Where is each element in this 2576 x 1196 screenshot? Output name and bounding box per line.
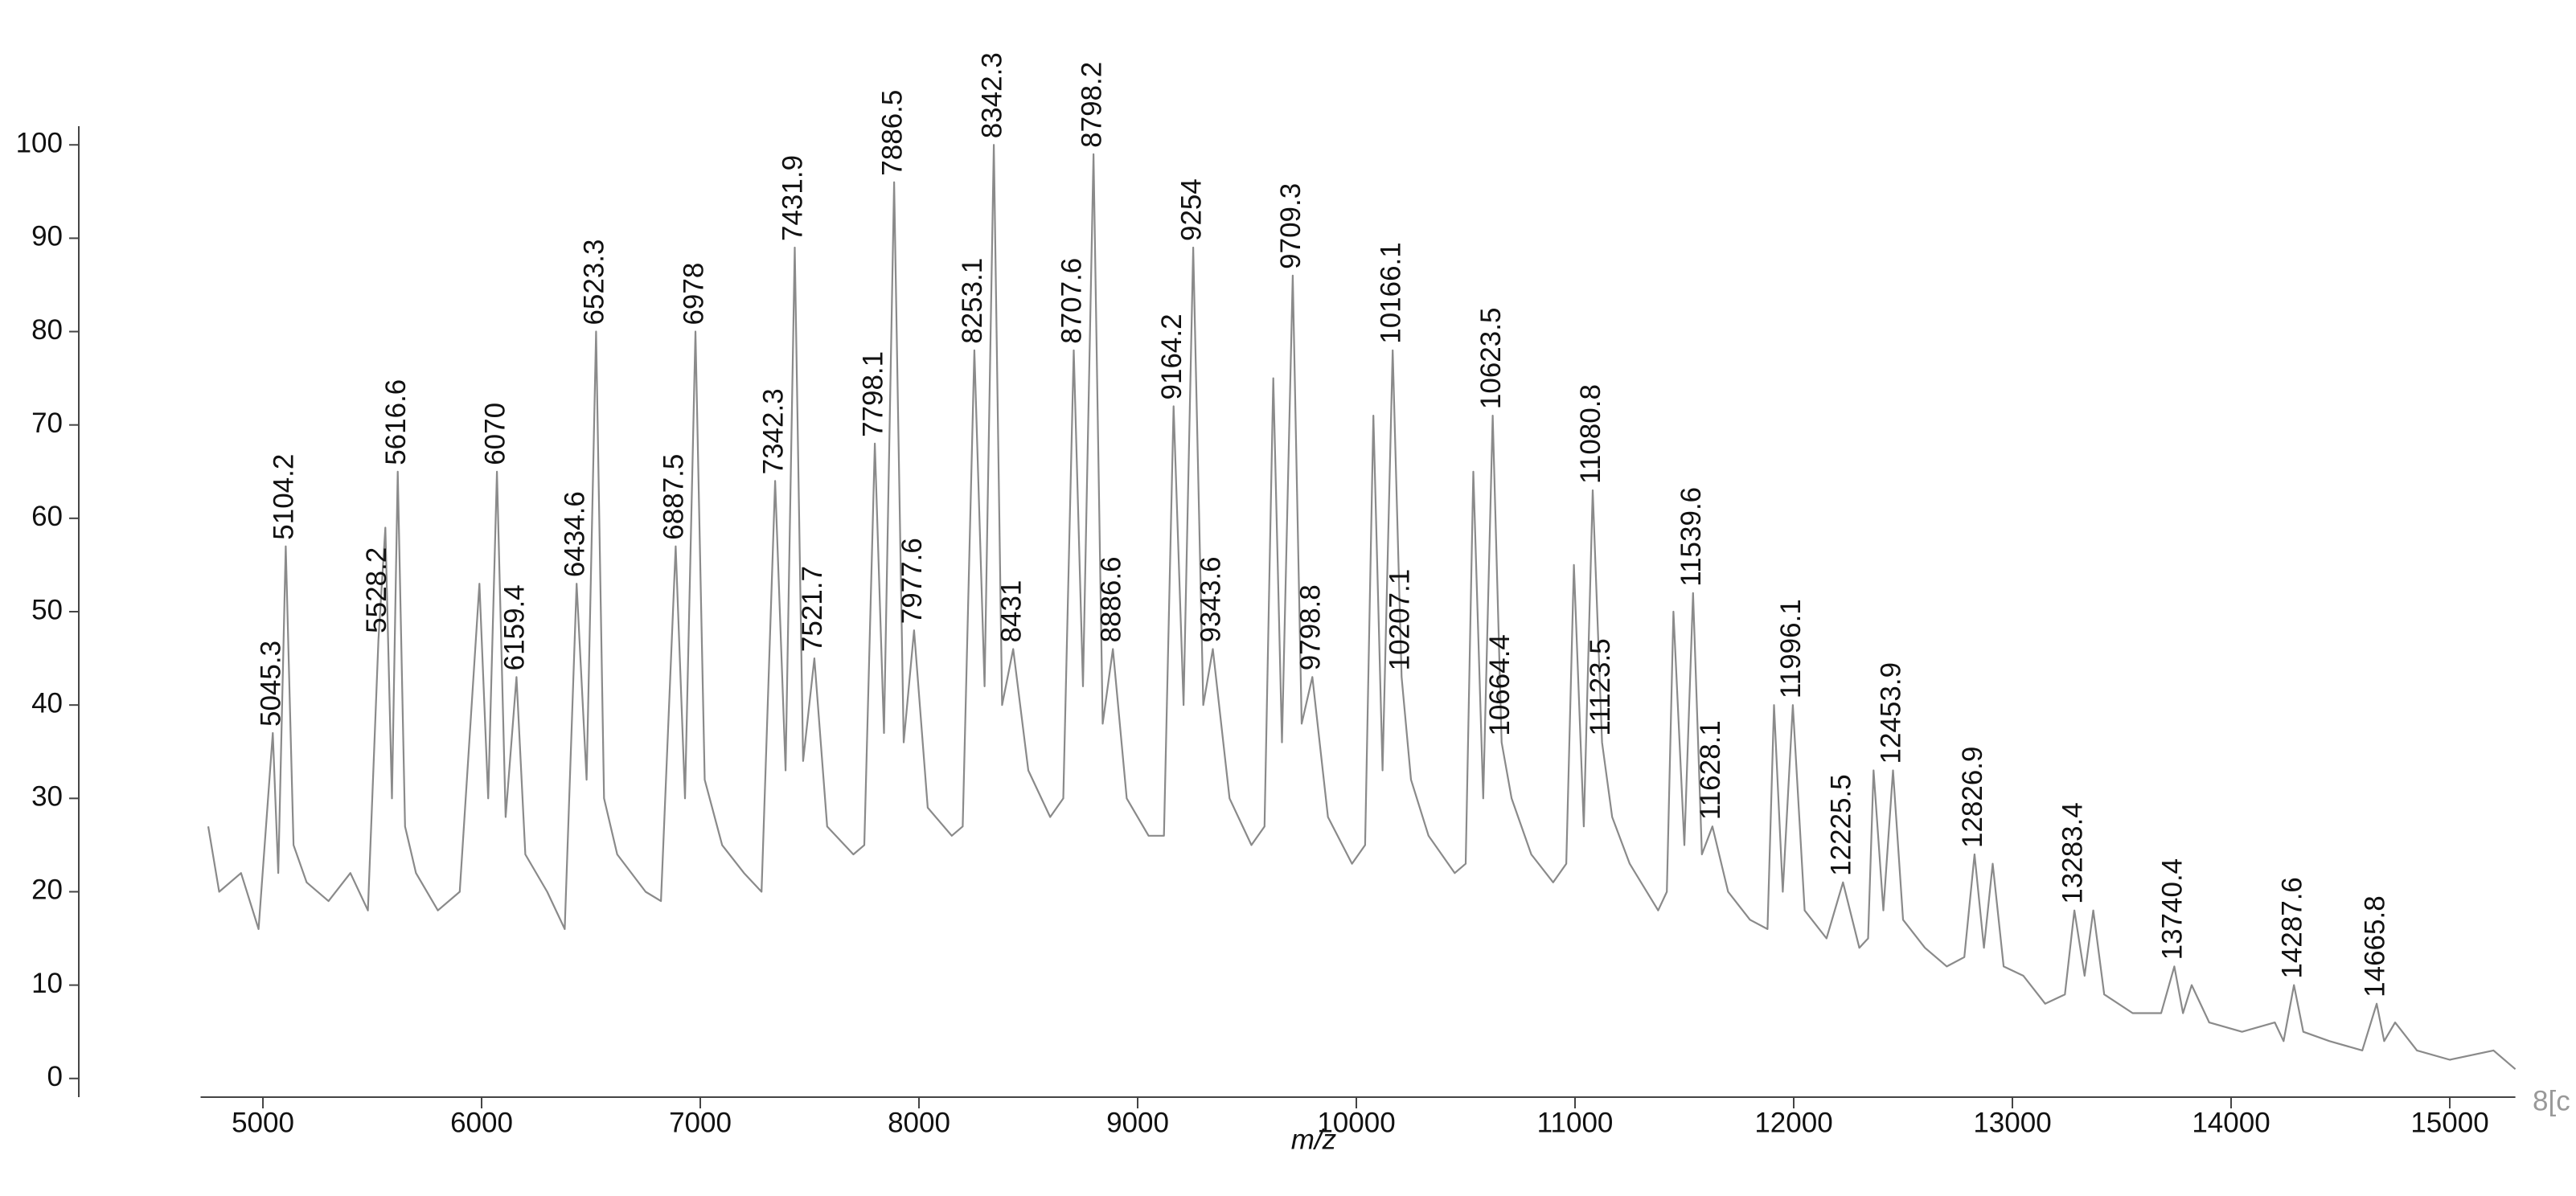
peak-label: 6070 <box>479 403 511 465</box>
peak-label: 5104.2 <box>269 454 300 540</box>
peak-label: 8798.2 <box>1076 62 1107 148</box>
x-tick-label: 15000 <box>2410 1107 2488 1138</box>
peak-label: 14665.8 <box>2359 895 2390 997</box>
peak-label: 11539.6 <box>1676 487 1707 587</box>
peak-label: 10166.1 <box>1375 242 1406 344</box>
peak-label: 6434.6 <box>559 491 590 577</box>
y-tick-label: 10 <box>31 968 63 999</box>
x-tick-label: 5000 <box>232 1107 294 1138</box>
y-tick-label: 70 <box>31 408 63 439</box>
peak-label: 5528.2 <box>361 547 392 633</box>
peak-label: 11123.5 <box>1585 638 1616 735</box>
peak-label: 9709.3 <box>1275 183 1306 269</box>
peak-label: 8342.3 <box>976 52 1007 138</box>
x-tick-label: 6000 <box>450 1107 513 1138</box>
peak-label: 6978 <box>678 263 709 326</box>
peak-label: 10623.5 <box>1475 308 1507 410</box>
y-tick-label: 30 <box>31 781 63 813</box>
peak-label: 7977.6 <box>896 538 928 624</box>
peak-label: 9254 <box>1175 178 1207 241</box>
peak-label: 13283.4 <box>2057 802 2088 904</box>
peak-label: 6159.4 <box>499 584 531 670</box>
peak-label: 14287.6 <box>2276 877 2307 979</box>
peak-label: 11996.1 <box>1775 599 1807 698</box>
y-tick-label: 50 <box>31 594 63 625</box>
peak-label: 6523.3 <box>579 239 610 325</box>
y-tick-label: 100 <box>16 127 63 158</box>
peak-label: 9798.8 <box>1295 584 1327 670</box>
peak-label: 12225.5 <box>1826 774 1857 876</box>
y-tick-label: 80 <box>31 314 63 346</box>
peak-label: 10207.1 <box>1384 569 1416 671</box>
x-tick-label: 9000 <box>1106 1107 1169 1138</box>
x-tick-label: 14000 <box>2192 1107 2270 1138</box>
y-tick-label: 90 <box>31 221 63 252</box>
peak-label: 12453.9 <box>1876 662 1907 764</box>
peak-label: 8431 <box>995 580 1027 643</box>
y-tick-label: 0 <box>47 1061 63 1092</box>
peak-label: 7521.7 <box>797 566 828 652</box>
peak-label: 9343.6 <box>1196 556 1227 642</box>
peak-label: 13740.4 <box>2157 858 2188 960</box>
x-tick-label: 13000 <box>1973 1107 2051 1138</box>
x-tick-label: 7000 <box>669 1107 732 1138</box>
peak-label: 7798.1 <box>857 351 888 437</box>
peak-label: 7886.5 <box>876 90 908 176</box>
y-tick-label: 60 <box>31 501 63 532</box>
y-tick-label: 20 <box>31 874 63 906</box>
x-tick-label: 10000 <box>1317 1107 1395 1138</box>
peak-label: 5045.3 <box>256 641 287 727</box>
spectrum-trace <box>207 144 2517 1071</box>
peak-label: 11628.1 <box>1695 720 1726 820</box>
peak-label: 11080.8 <box>1575 384 1606 484</box>
x-tick-label: 11000 <box>1537 1107 1614 1138</box>
peak-label: 6887.5 <box>658 454 690 540</box>
y-tick-label: 40 <box>31 687 63 719</box>
peak-label: 8707.6 <box>1056 258 1088 344</box>
peak-label: 7342.3 <box>757 388 789 474</box>
x-axis-extra: 8[c <box>2533 1085 2570 1116</box>
peak-label: 8253.1 <box>957 258 988 344</box>
peak-label: 9164.2 <box>1156 313 1188 399</box>
peak-label: 7431.9 <box>777 155 809 241</box>
peak-label: 5616.6 <box>380 379 412 465</box>
peak-label: 10664.4 <box>1484 634 1516 736</box>
x-tick-label: 12000 <box>1754 1107 1832 1138</box>
peak-label: 8886.6 <box>1095 556 1126 642</box>
x-tick-label: 8000 <box>888 1107 950 1138</box>
x-axis-label: m/z <box>1291 1124 1337 1155</box>
peak-label: 12826.9 <box>1957 746 1988 848</box>
